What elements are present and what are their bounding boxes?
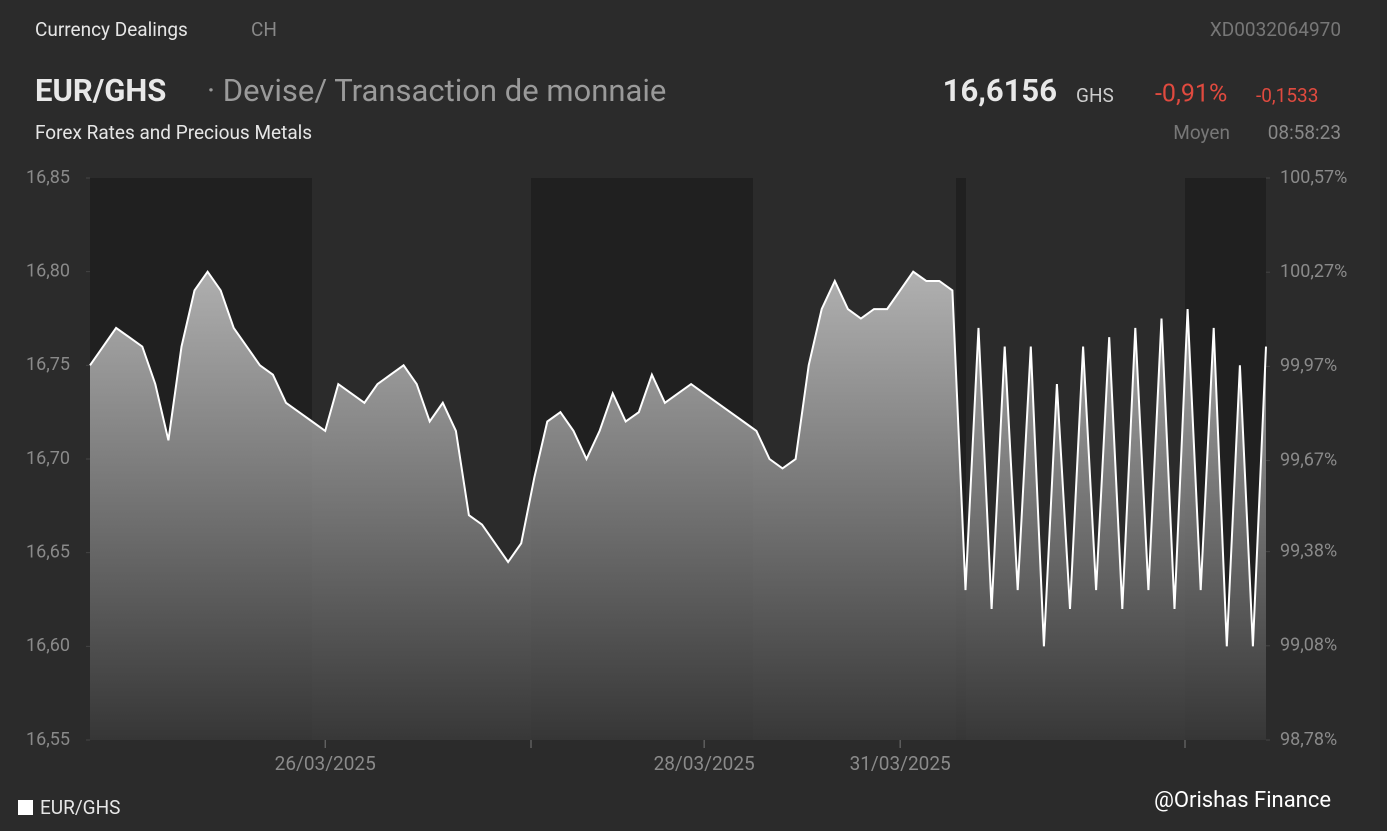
y2-tick-label: 99,97%	[1280, 355, 1337, 376]
band	[956, 178, 966, 740]
area	[90, 271, 1266, 740]
y2-tick-label: 99,38%	[1280, 540, 1337, 561]
price-type: Moyen	[1173, 121, 1230, 144]
x-tick-label: 31/03/2025	[850, 752, 951, 775]
time: 08:58:23	[1268, 121, 1341, 144]
subtitle: · Devise/ Transaction de monnaie	[207, 72, 666, 109]
x-tick-label: 26/03/2025	[275, 752, 376, 775]
y2-tick-label: 99,67%	[1280, 449, 1337, 470]
isin: XD0032064970	[1210, 18, 1341, 41]
y2-tick-label: 99,08%	[1280, 635, 1337, 656]
price: 16,6156	[943, 72, 1057, 109]
change-pct: -0,91%	[1155, 80, 1227, 109]
y-tick-label: 16,80	[26, 260, 70, 281]
y2-tick-label: 100,57%	[1280, 167, 1347, 188]
y-tick-label: 16,65	[26, 541, 70, 562]
line	[89, 269, 1267, 647]
pair: EUR/GHS	[35, 72, 166, 109]
y-tick-label: 16,55	[26, 729, 70, 750]
y-tick-label: 16,70	[26, 448, 70, 469]
y-tick-label: 16,75	[26, 354, 70, 375]
y-tick-label: 16,60	[26, 635, 70, 656]
country: CH	[251, 18, 277, 41]
y2-tick-label: 98,78%	[1280, 729, 1337, 750]
legend-label: EUR/GHS	[40, 796, 120, 819]
legend-swatch	[18, 800, 33, 815]
x-tick-label: 28/03/2025	[654, 752, 755, 775]
watermark: @Orishas Finance	[1154, 788, 1331, 813]
change-abs: -0,1533	[1256, 84, 1318, 107]
currency: GHS	[1076, 84, 1114, 107]
y-tick-label: 16,85	[26, 167, 70, 188]
y2-tick-label: 100,27%	[1280, 261, 1347, 282]
category: Forex Rates and Precious Metals	[35, 121, 312, 144]
section: Currency Dealings	[35, 18, 188, 41]
